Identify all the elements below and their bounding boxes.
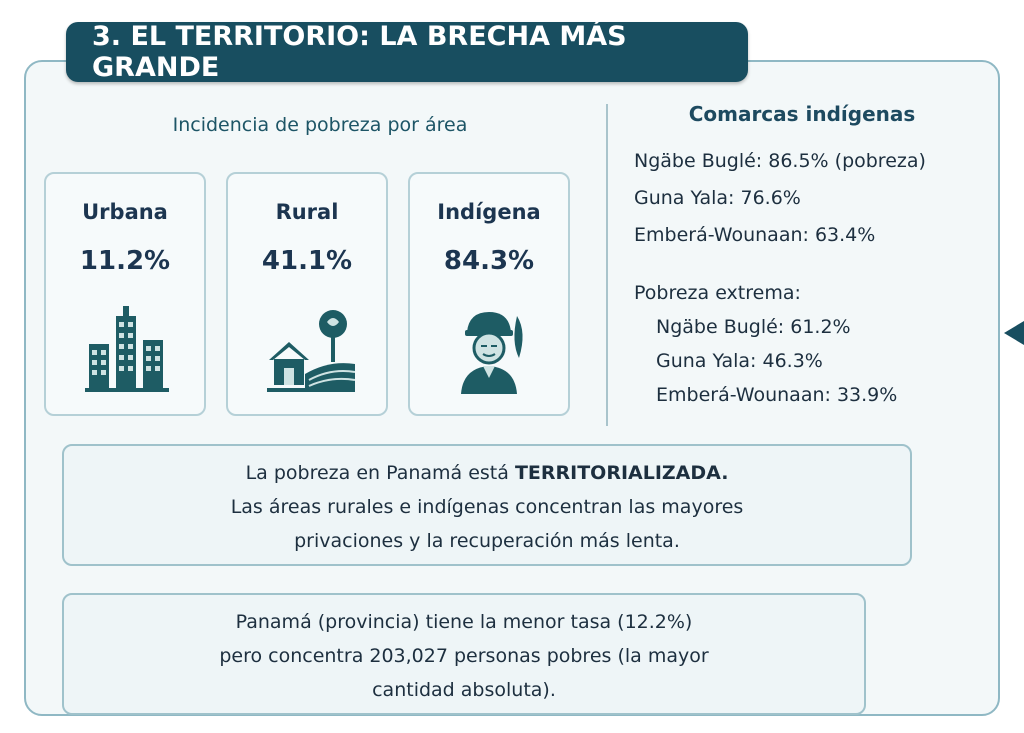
comarca-poverty-item: Guna Yala: 76.6%	[634, 187, 801, 209]
section-title-banner: 3. EL TERRITORIO: LA BRECHA MÁS GRANDE	[66, 21, 748, 83]
note-emphasis: TERRITORIALIZADA.	[514, 462, 729, 484]
note-line: cantidad absoluta).	[372, 679, 556, 701]
city-buildings-icon	[85, 306, 169, 392]
province-note: Panamá (provincia) tiene la menor tasa (…	[62, 593, 866, 715]
rural-house-tree-icon	[267, 310, 356, 392]
incidence-heading: Incidencia de pobreza por área	[172, 114, 468, 136]
area-value: 11.2%	[79, 246, 171, 276]
area-label: Urbana	[82, 200, 168, 224]
comarca-poverty-item: Ngäbe Buglé: 86.5% (pobreza)	[634, 150, 926, 172]
comarca-extreme-item: Emberá-Wounaan: 33.9%	[656, 384, 898, 406]
section-title: 3. EL TERRITORIO: LA BRECHA MÁS GRANDE	[92, 21, 627, 83]
note-text: La pobreza en Panamá está	[245, 462, 515, 484]
comarca-extreme-item: Guna Yala: 46.3%	[656, 350, 823, 372]
comarcas-title: Comarcas indígenas	[688, 102, 916, 126]
area-card-rural: Rural 41.1%	[226, 172, 388, 416]
comarca-poverty-item: Emberá-Wounaan: 63.4%	[634, 224, 876, 246]
column-divider	[606, 104, 608, 426]
note-line: Panamá (provincia) tiene la menor tasa (…	[235, 611, 693, 633]
area-value: 41.1%	[261, 246, 353, 276]
note-line: pero concentra 203,027 personas pobres (…	[219, 645, 709, 667]
extreme-poverty-title: Pobreza extrema:	[634, 282, 801, 304]
area-label: Indígena	[437, 200, 541, 224]
area-card-urbana: Urbana 11.2%	[44, 172, 206, 416]
area-card-indigena: Indígena 84.3%	[408, 172, 570, 416]
pointer-arrow-icon	[1004, 321, 1024, 345]
comarca-extreme-item: Ngäbe Buglé: 61.2%	[656, 316, 851, 338]
area-label: Rural	[275, 200, 339, 224]
area-value: 84.3%	[443, 246, 535, 276]
note-line: Las áreas rurales e indígenas concentran…	[230, 496, 744, 518]
territorial-note: La pobreza en Panamá está TERRITORIALIZA…	[62, 444, 912, 566]
note-line: La pobreza en Panamá está TERRITORIALIZA…	[64, 456, 910, 490]
indigenous-person-icon	[461, 312, 523, 394]
note-line: privaciones y la recuperación más lenta.	[294, 530, 680, 552]
